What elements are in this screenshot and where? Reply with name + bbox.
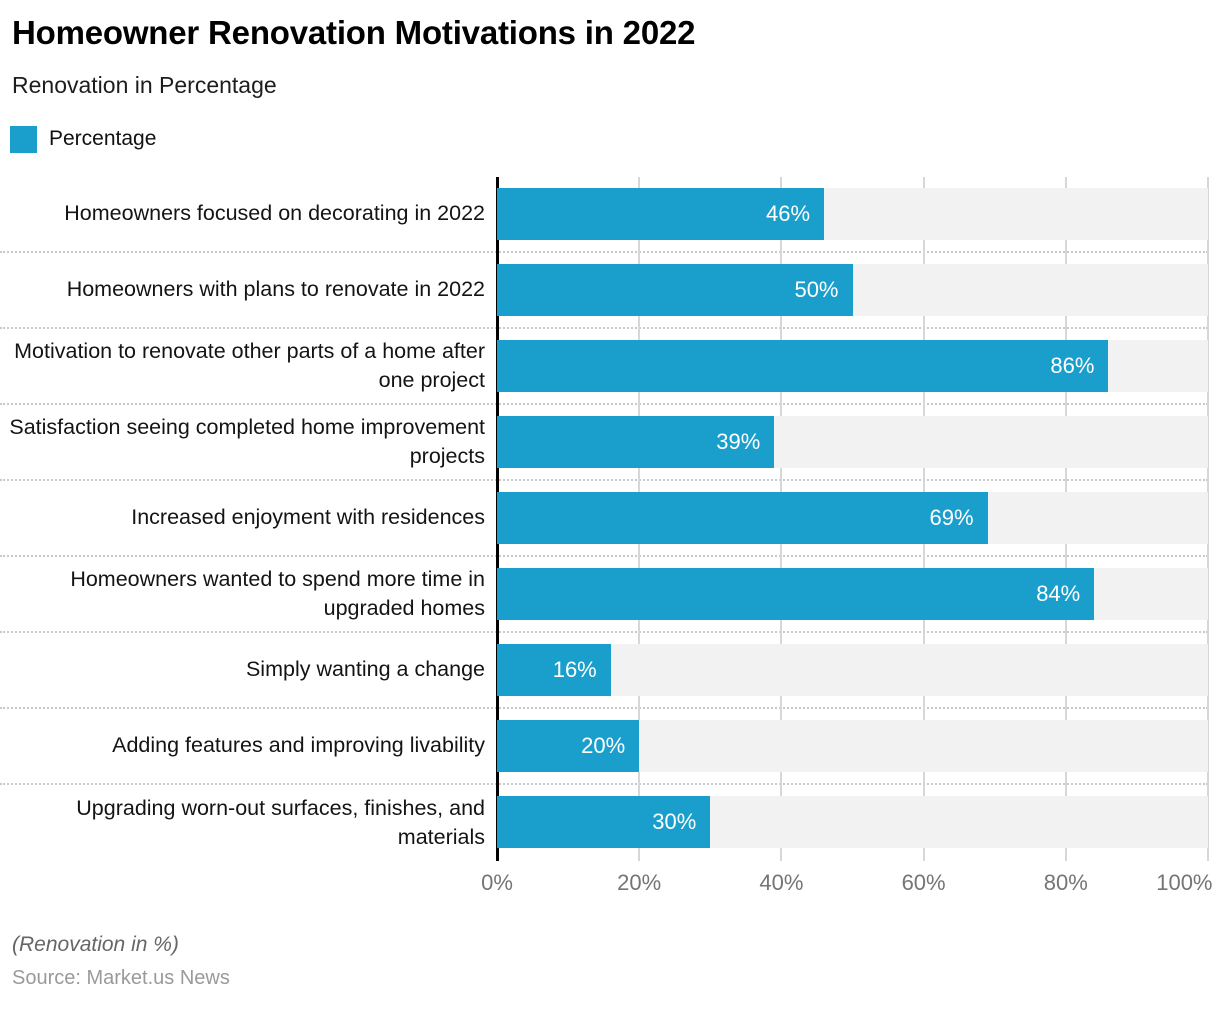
row-plot: 20% — [497, 709, 1208, 783]
row-plot: 69% — [497, 481, 1208, 555]
row-plot: 84% — [497, 557, 1208, 631]
x-axis-tick: 60% — [901, 870, 946, 895]
bar: 30% — [497, 796, 711, 848]
bar: 86% — [497, 340, 1109, 392]
footer: (Renovation in %) Source: Market.us News — [12, 933, 1208, 990]
bar: 69% — [497, 492, 988, 544]
legend-label: Percentage — [49, 127, 157, 150]
bar-value-label: 16% — [552, 657, 597, 682]
bar: 84% — [497, 568, 1095, 620]
x-axis-tick: 20% — [617, 870, 662, 895]
bar-value-label: 86% — [1050, 353, 1095, 378]
category-label: Homeowners focused on decorating in 2022 — [64, 201, 485, 226]
bar-value-label: 30% — [652, 809, 697, 834]
bar: 46% — [497, 188, 825, 240]
x-axis-tick: 40% — [759, 870, 804, 895]
chart-subtitle: Renovation in Percentage — [12, 72, 277, 98]
x-axis-tick: 100% — [1156, 870, 1213, 895]
bar-chart: Homeowners focused on decorating in 2022… — [0, 177, 1213, 903]
bar-row: Upgrading worn-out surfaces, finishes, a… — [0, 785, 1208, 861]
category-label: Upgrading worn-out surfaces, finishes, a… — [76, 795, 485, 849]
category-label: Adding features and improving livability — [112, 733, 485, 758]
bar: 39% — [497, 416, 775, 468]
bar: 50% — [497, 264, 853, 316]
bar-row: Increased enjoyment with residences 69% — [0, 481, 1208, 557]
bar-row: Adding features and improving livability… — [0, 709, 1208, 785]
bar-row: Homeowners focused on decorating in 2022… — [0, 177, 1208, 253]
category-label: Satisfaction seeing completed home impro… — [9, 414, 485, 468]
bar-value-label: 20% — [581, 733, 626, 758]
row-plot: 46% — [497, 177, 1208, 251]
bar-track — [497, 644, 1208, 696]
x-axis-tick: 0% — [481, 870, 513, 895]
bar-rows: Homeowners focused on decorating in 2022… — [0, 177, 1209, 861]
category-label: Increased enjoyment with residences — [131, 505, 485, 530]
category-label: Motivation to renovate other parts of a … — [14, 338, 485, 392]
bar-value-label: 84% — [1036, 581, 1081, 606]
chart-title: Homeowner Renovation Motivations in 2022 — [12, 14, 696, 51]
legend: Percentage — [10, 125, 1208, 153]
category-label: Homeowners wanted to spend more time in … — [70, 566, 485, 620]
category-label: Simply wanting a change — [245, 657, 485, 682]
bar-row: Homeowners with plans to renovate in 202… — [0, 253, 1208, 329]
legend-swatch — [10, 125, 37, 153]
bar-row: Motivation to renovate other parts of a … — [0, 329, 1208, 405]
bar: 20% — [497, 720, 640, 772]
row-plot: 16% — [497, 633, 1208, 707]
category-label: Homeowners with plans to renovate in 202… — [66, 277, 485, 302]
bar: 16% — [497, 644, 611, 696]
footer-note: (Renovation in %) — [12, 933, 179, 956]
row-plot: 86% — [497, 329, 1208, 403]
bar-value-label: 46% — [766, 201, 811, 226]
bar-row: Simply wanting a change 16% — [0, 633, 1208, 709]
bar-row: Satisfaction seeing completed home impro… — [0, 405, 1208, 481]
row-plot: 30% — [497, 785, 1208, 861]
x-axis-tick: 80% — [1043, 870, 1088, 895]
bar-value-label: 69% — [929, 505, 974, 530]
row-plot: 39% — [497, 405, 1208, 479]
row-plot: 50% — [497, 253, 1208, 327]
bar-row: Homeowners wanted to spend more time in … — [0, 557, 1208, 633]
x-axis: 0% 20% 40% 60% 80% 100% — [481, 861, 1212, 903]
footer-source: Source: Market.us News — [12, 967, 230, 989]
bar-value-label: 50% — [794, 277, 839, 302]
bar-value-label: 39% — [716, 429, 761, 454]
